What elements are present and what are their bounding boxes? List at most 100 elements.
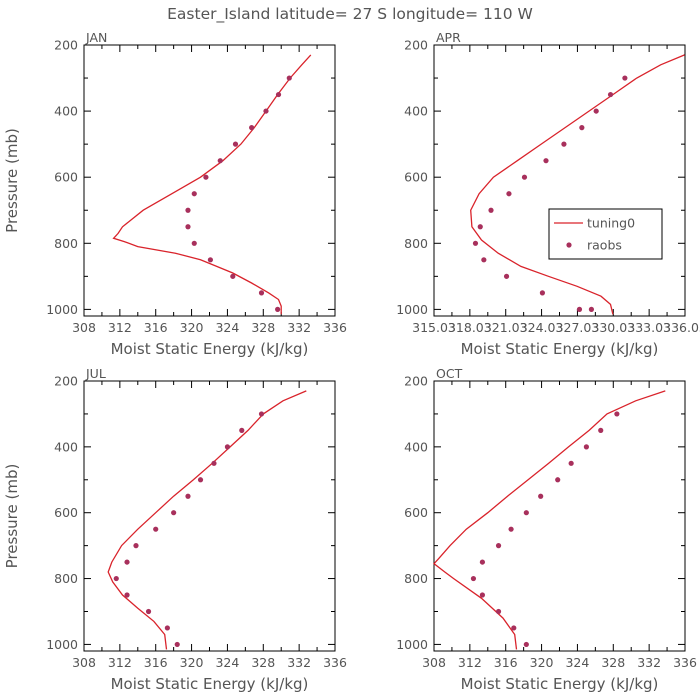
data-point-raobs: [607, 91, 614, 98]
data-point-raobs: [488, 207, 494, 213]
x-tick-label-jul: 308: [72, 655, 96, 670]
data-point-raobs: [539, 290, 546, 296]
series-line-tuning0-jan: [112, 54, 312, 315]
data-point-raobs: [614, 411, 620, 417]
data-point-raobs: [124, 592, 130, 598]
data-point-raobs: [593, 108, 599, 114]
data-point-raobs: [185, 224, 191, 230]
data-point-raobs: [495, 608, 502, 615]
x-tick-label-jul: 324: [215, 655, 239, 670]
data-point-raobs: [203, 174, 209, 180]
plot-frame-jul: [83, 380, 336, 652]
y-tick-label-jan: 600: [54, 170, 78, 185]
data-point-raobs: [124, 559, 130, 565]
x-tick-label-jan: 336: [323, 320, 347, 335]
x-tick-label-oct: 336: [673, 655, 697, 670]
series-points-raobs-jul: [113, 411, 265, 648]
data-point-raobs: [538, 493, 544, 499]
x-tick-label-jul: 312: [108, 655, 132, 670]
data-point-raobs: [258, 411, 265, 417]
x-tick-label-jul: 328: [251, 655, 275, 670]
y-tick-label-jul: 800: [54, 571, 78, 586]
data-point-raobs: [477, 224, 483, 230]
data-point-raobs: [598, 427, 604, 433]
series-points-raobs-apr: [472, 75, 628, 312]
data-point-raobs: [568, 460, 574, 466]
data-point-raobs: [145, 608, 152, 615]
data-point-raobs: [479, 592, 486, 598]
data-point-raobs: [191, 240, 197, 246]
data-point-raobs: [249, 125, 255, 131]
data-point-raobs: [523, 641, 529, 648]
plot-frame-apr: [433, 44, 686, 317]
data-point-raobs: [470, 575, 477, 582]
series-line-tuning0-oct: [433, 390, 666, 650]
data-point-raobs: [275, 91, 282, 98]
data-point-raobs: [495, 543, 502, 549]
data-point-raobs: [521, 174, 528, 180]
y-tick-label-apr: 200: [404, 38, 428, 53]
y-tick-label-oct: 1000: [396, 637, 428, 652]
y-tick-label-oct: 800: [404, 571, 428, 586]
x-axis-label-jan: Moist Static Energy (kJ/kg): [111, 340, 309, 358]
data-point-raobs: [191, 191, 197, 197]
x-tick-label-jan: 308: [72, 320, 96, 335]
y-tick-label-apr: 1000: [396, 302, 428, 317]
x-tick-label-jan: 320: [180, 320, 204, 335]
data-point-raobs: [211, 460, 217, 466]
y-tick-label-oct: 200: [404, 374, 428, 389]
data-point-raobs: [174, 641, 180, 648]
data-point-raobs: [622, 75, 628, 81]
x-axis-label-apr: Moist Static Energy (kJ/kg): [461, 340, 659, 358]
data-point-raobs: [555, 477, 561, 483]
data-point-raobs: [588, 306, 595, 312]
y-tick-label-jan: 800: [54, 236, 78, 251]
legend-box: [548, 208, 663, 260]
panel-oct: OCT 308 312 316 320 324 328 332 336 200 400 600 800 1…: [396, 366, 697, 693]
x-tick-label-oct: 316: [494, 655, 518, 670]
x-tick-label-oct: 312: [458, 655, 482, 670]
data-point-raobs: [508, 526, 514, 532]
legend-marker-swatch: [566, 242, 572, 248]
x-tick-label-apr: 336.03: [663, 320, 700, 335]
y-tick-label-oct: 600: [404, 505, 428, 520]
x-tick-label-jul: 332: [287, 655, 311, 670]
series-line-tuning0-jul: [107, 390, 307, 650]
x-tick-label-jan: 316: [144, 320, 168, 335]
data-point-raobs: [197, 477, 204, 483]
data-point-raobs: [230, 273, 236, 279]
x-tick-label-oct: 324: [565, 655, 589, 670]
x-tick-label-jul: 320: [180, 655, 204, 670]
series-points-raobs-oct: [470, 411, 620, 648]
panel-label-jan: JAN: [85, 30, 107, 45]
panel-label-apr: APR: [436, 30, 461, 45]
x-tick-label-jan: 324: [215, 320, 239, 335]
data-point-raobs: [576, 306, 583, 312]
y-tick-label-apr: 400: [404, 104, 428, 119]
x-tick-label-apr: 324.03: [520, 320, 564, 335]
data-point-raobs: [258, 290, 265, 296]
x-axis-label-oct: Moist Static Energy (kJ/kg): [461, 675, 659, 693]
data-point-raobs: [503, 273, 510, 279]
data-point-raobs: [153, 526, 159, 532]
data-point-raobs: [275, 306, 281, 312]
data-point-raobs: [543, 158, 549, 164]
x-tick-label-jan: 312: [108, 320, 132, 335]
data-point-raobs: [481, 257, 487, 263]
x-tick-label-jan: 328: [251, 320, 275, 335]
x-tick-label-oct: 320: [530, 655, 554, 670]
figure-title: Easter_Island latitude= 27 S longitude= …: [167, 5, 533, 24]
x-tick-label-apr: 315.03: [412, 320, 456, 335]
data-point-raobs: [207, 257, 213, 263]
y-axis-label-jan: Pressure (mb): [3, 128, 21, 233]
plot-frame-oct: [433, 380, 686, 652]
y-axis-label-jul: Pressure (mb): [3, 464, 21, 569]
data-point-raobs: [224, 444, 231, 450]
x-axis-label-jul: Moist Static Energy (kJ/kg): [111, 675, 309, 693]
data-point-raobs: [579, 125, 585, 131]
data-point-raobs: [113, 575, 119, 582]
legend-label-raobs: raobs: [587, 238, 622, 253]
y-tick-label-jan: 1000: [46, 302, 78, 317]
x-tick-label-oct: 328: [601, 655, 625, 670]
